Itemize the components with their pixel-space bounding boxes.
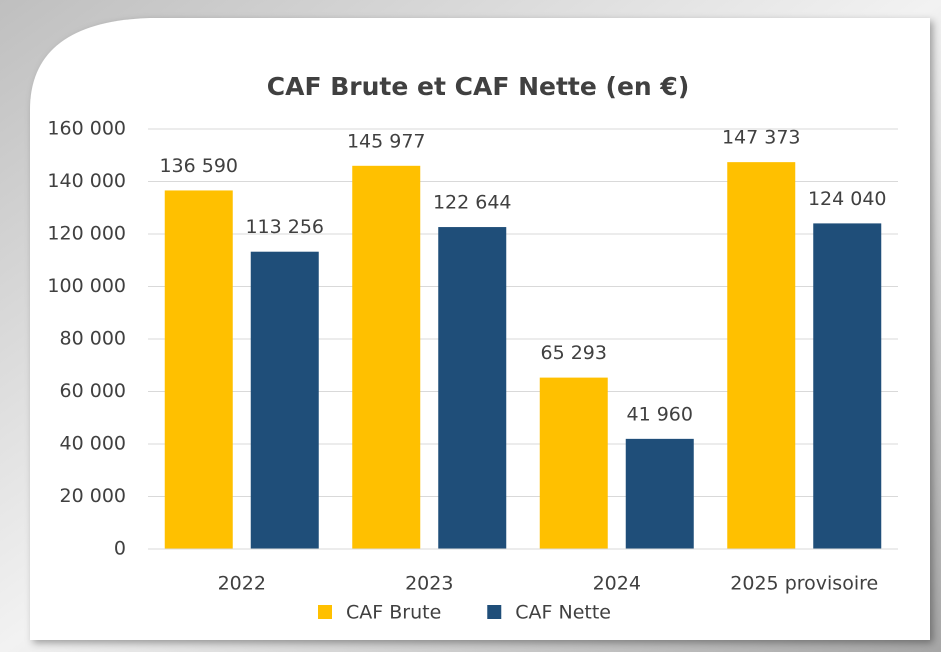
y-tick-label: 140 000 [47,170,126,192]
value-label: 41 960 [627,403,693,425]
value-label: 124 040 [808,188,887,210]
y-tick-label: 120 000 [47,223,126,245]
chart-title: CAF Brute et CAF Nette (en €) [267,72,690,101]
legend-swatch [487,605,502,619]
x-tick-label: 2022 [218,573,266,595]
y-tick-label: 40 000 [60,433,126,455]
bar [352,165,421,550]
value-label: 113 256 [245,216,324,238]
legend-label: CAF Nette [515,602,611,624]
value-label: 122 644 [433,192,512,214]
bar [539,377,608,549]
bar [438,227,507,549]
legend-label: CAF Brute [346,602,441,624]
y-tick-label: 0 [114,538,126,560]
x-tick-label: 2023 [405,573,453,595]
bar [250,251,319,549]
x-tick-label: 2025 provisoire [730,573,878,595]
y-tick-label: 160 000 [47,118,126,140]
value-label: 65 293 [541,342,607,364]
y-tick-label: 100 000 [47,275,126,297]
bar [625,438,694,549]
y-tick-label: 60 000 [60,380,126,402]
bar [813,223,882,549]
legend-swatch [318,605,332,619]
value-label: 136 590 [159,155,238,177]
y-tick-label: 80 000 [60,328,126,350]
value-label: 147 373 [722,127,801,149]
x-tick-label: 2024 [593,573,641,595]
y-tick-label: 20 000 [60,485,126,507]
value-label: 145 977 [347,130,426,152]
bar [164,190,233,550]
bar [727,162,796,549]
